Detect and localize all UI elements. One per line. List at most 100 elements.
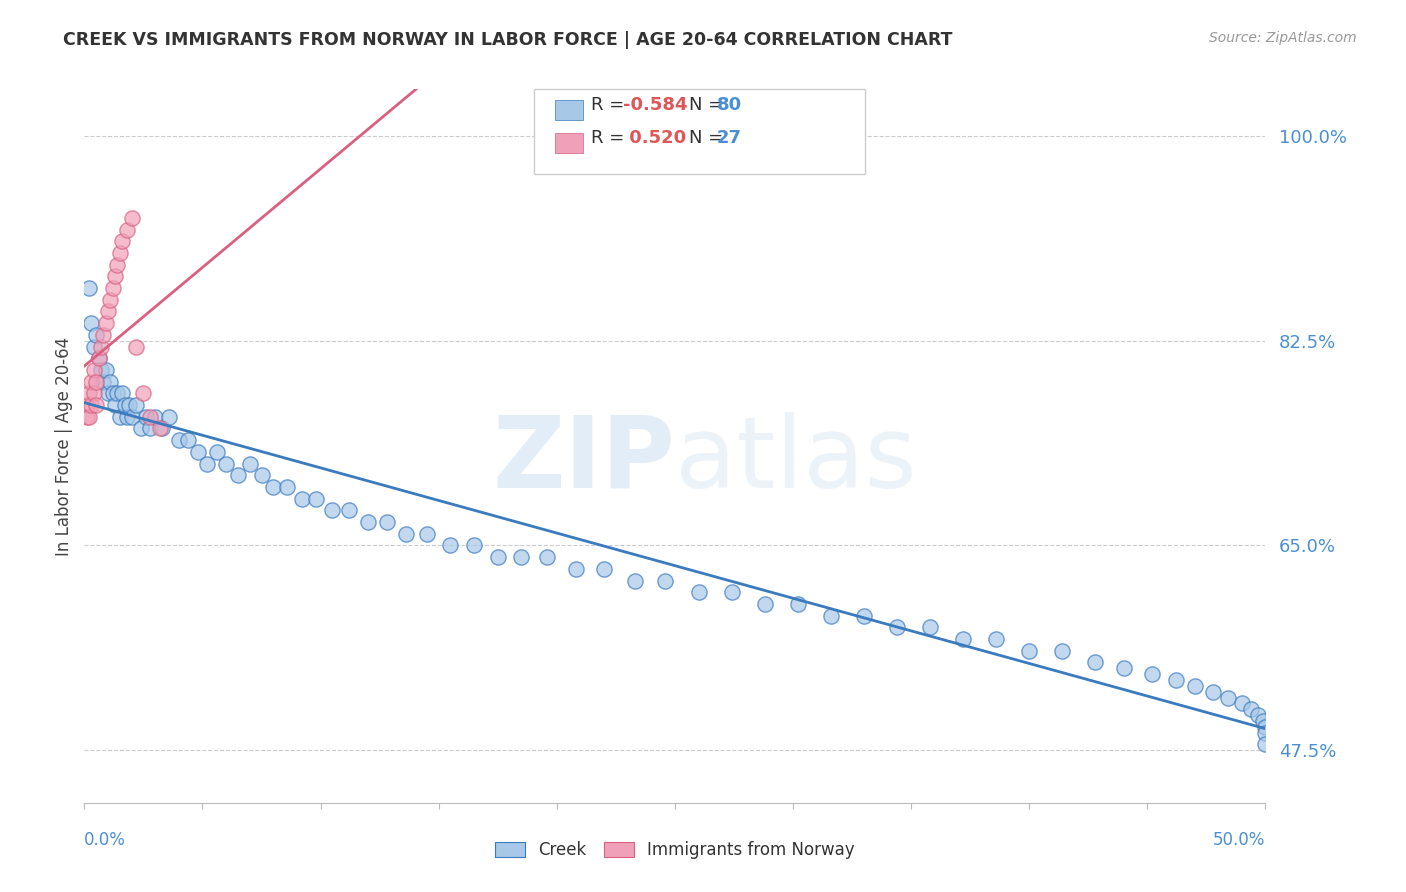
Point (111, 234, 134, 248)
Text: R =: R = (591, 129, 630, 147)
Point (77, 409, 100, 424)
Point (1184, 679, 1206, 693)
Point (952, 632, 974, 646)
Point (439, 538, 461, 552)
Point (118, 398, 141, 412)
Point (375, 515, 398, 529)
Text: atlas: atlas (675, 412, 917, 508)
Point (115, 409, 138, 424)
Point (226, 468, 249, 483)
Point (108, 246, 131, 260)
Point (80, 398, 103, 412)
Point (1230, 697, 1253, 711)
Text: ZIP: ZIP (492, 412, 675, 508)
Point (486, 550, 509, 565)
Point (80, 316, 103, 330)
Point (98, 293, 121, 307)
Point (167, 433, 190, 447)
Point (1254, 725, 1277, 739)
Point (149, 421, 172, 435)
Point (416, 526, 439, 541)
Point (90, 363, 112, 377)
Point (104, 398, 127, 412)
Point (786, 597, 808, 611)
Point (111, 386, 134, 401)
Text: 50.0%: 50.0% (1213, 830, 1265, 848)
Point (157, 409, 180, 424)
Point (276, 480, 298, 494)
Point (1254, 720, 1277, 734)
Point (83, 363, 105, 377)
Point (564, 562, 586, 576)
Point (654, 574, 676, 588)
Text: 0.0%: 0.0% (84, 830, 127, 848)
Point (101, 281, 124, 295)
Point (90, 340, 112, 354)
Point (688, 585, 710, 599)
Point (114, 398, 136, 412)
Point (510, 550, 533, 565)
Point (1112, 661, 1135, 675)
Text: N =: N = (689, 129, 728, 147)
Point (76, 409, 98, 424)
Text: -0.584: -0.584 (623, 96, 688, 114)
Point (357, 515, 380, 529)
Point (177, 433, 200, 447)
Point (107, 386, 129, 401)
Point (108, 409, 131, 424)
Point (94, 363, 117, 377)
Point (321, 503, 343, 517)
Point (1202, 684, 1225, 698)
Point (337, 503, 360, 517)
Point (262, 480, 284, 494)
Point (143, 409, 166, 424)
Point (135, 409, 157, 424)
Point (305, 491, 328, 506)
Text: 0.520: 0.520 (623, 129, 686, 147)
Point (139, 421, 162, 435)
Point (984, 632, 1007, 646)
Text: N =: N = (689, 96, 728, 114)
Point (886, 620, 908, 634)
Point (593, 562, 616, 576)
Point (1140, 667, 1163, 681)
Point (83, 386, 105, 401)
Point (1018, 644, 1040, 658)
Point (139, 409, 162, 424)
Point (83, 340, 105, 354)
Text: 80: 80 (717, 96, 742, 114)
Point (1216, 690, 1239, 705)
Point (91, 327, 114, 342)
Point (150, 421, 173, 435)
Point (250, 468, 273, 483)
Point (623, 574, 645, 588)
Point (129, 421, 152, 435)
Point (536, 550, 558, 565)
Point (1052, 644, 1074, 658)
Point (195, 457, 218, 471)
Point (77, 386, 100, 401)
Legend: Creek, Immigrants from Norway: Creek, Immigrants from Norway (489, 835, 860, 866)
Point (215, 457, 238, 471)
Point (107, 258, 129, 272)
Text: CREEK VS IMMIGRANTS FROM NORWAY IN LABOR FORCE | AGE 20-64 CORRELATION CHART: CREEK VS IMMIGRANTS FROM NORWAY IN LABOR… (63, 31, 953, 49)
Point (101, 386, 124, 401)
Point (754, 597, 776, 611)
Point (820, 608, 842, 623)
Point (1240, 702, 1263, 716)
Point (291, 491, 314, 506)
Point (94, 316, 117, 330)
Point (1254, 737, 1277, 751)
Point (76, 398, 98, 412)
Point (97, 304, 120, 318)
Point (121, 211, 143, 225)
Point (91, 375, 114, 389)
Point (84, 327, 107, 342)
Point (115, 222, 138, 236)
Point (84, 398, 107, 412)
Point (1084, 656, 1107, 670)
Point (205, 445, 228, 459)
Point (80, 375, 103, 389)
Text: R =: R = (591, 96, 630, 114)
Point (239, 457, 262, 471)
